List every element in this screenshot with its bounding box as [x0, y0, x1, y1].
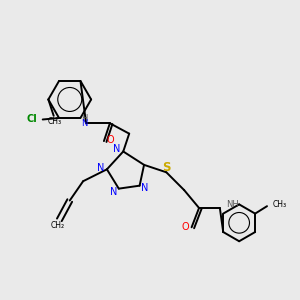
Text: CH₃: CH₃ [273, 200, 287, 209]
Text: S: S [162, 161, 171, 174]
Text: O: O [106, 135, 114, 145]
Text: H: H [81, 114, 88, 123]
Text: CH₂: CH₂ [51, 221, 65, 230]
Text: N: N [97, 163, 104, 173]
Text: N: N [113, 144, 120, 154]
Text: N: N [110, 187, 117, 196]
Text: N: N [141, 183, 148, 193]
Text: CH₃: CH₃ [48, 117, 62, 126]
Text: Cl: Cl [27, 115, 38, 124]
Text: NH: NH [226, 200, 239, 209]
Text: O: O [181, 222, 189, 232]
Text: N: N [81, 119, 88, 128]
